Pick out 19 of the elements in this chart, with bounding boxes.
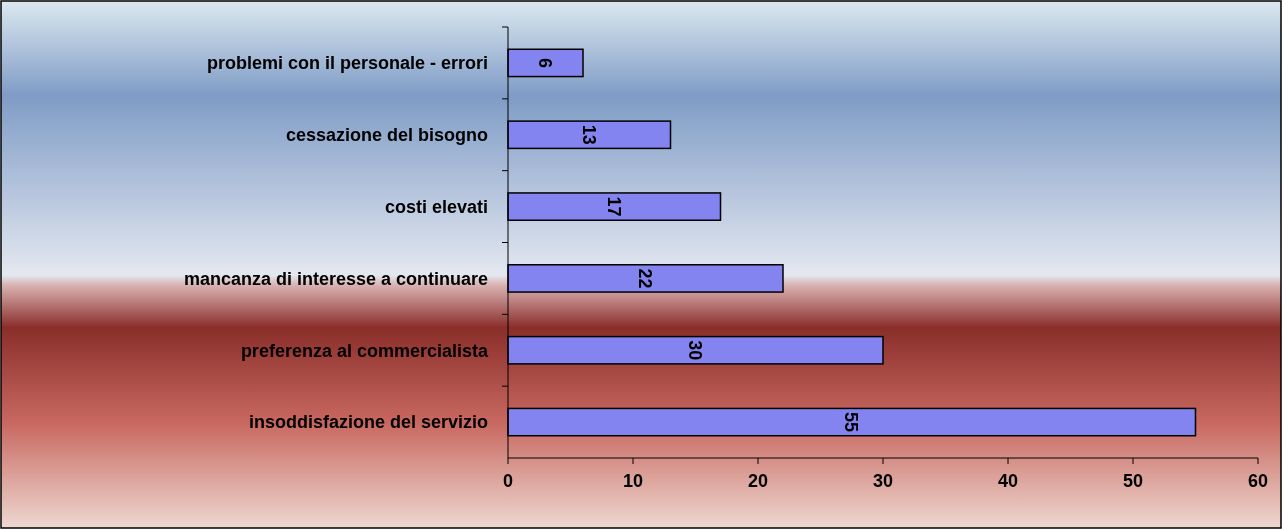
data-label: 30 xyxy=(685,340,706,361)
x-tick-label: 20 xyxy=(747,471,769,491)
x-tick-label: 40 xyxy=(997,471,1019,491)
data-label: 55 xyxy=(841,412,862,433)
data-label: 22 xyxy=(635,268,656,289)
data-label: 13 xyxy=(578,124,599,145)
x-tick-label: 30 xyxy=(872,471,894,491)
x-tick-label: 60 xyxy=(1247,471,1269,491)
y-tick-label: insoddisfazione del servizio xyxy=(248,412,488,433)
x-tick-label: 50 xyxy=(1122,471,1144,491)
y-tick-label: preferenza al commercialista xyxy=(240,340,489,361)
data-label: 6 xyxy=(535,57,556,68)
y-tick-label: mancanza di interesse a continuare xyxy=(183,268,488,289)
y-tick-label: cessazione del bisogno xyxy=(285,125,488,146)
x-tick-label: 0 xyxy=(502,471,514,491)
data-label: 17 xyxy=(603,196,624,217)
y-tick-label: costi elevati xyxy=(384,196,488,217)
y-tick-label: problemi con il personale - errori xyxy=(206,53,488,74)
x-tick-label: 10 xyxy=(622,471,644,491)
